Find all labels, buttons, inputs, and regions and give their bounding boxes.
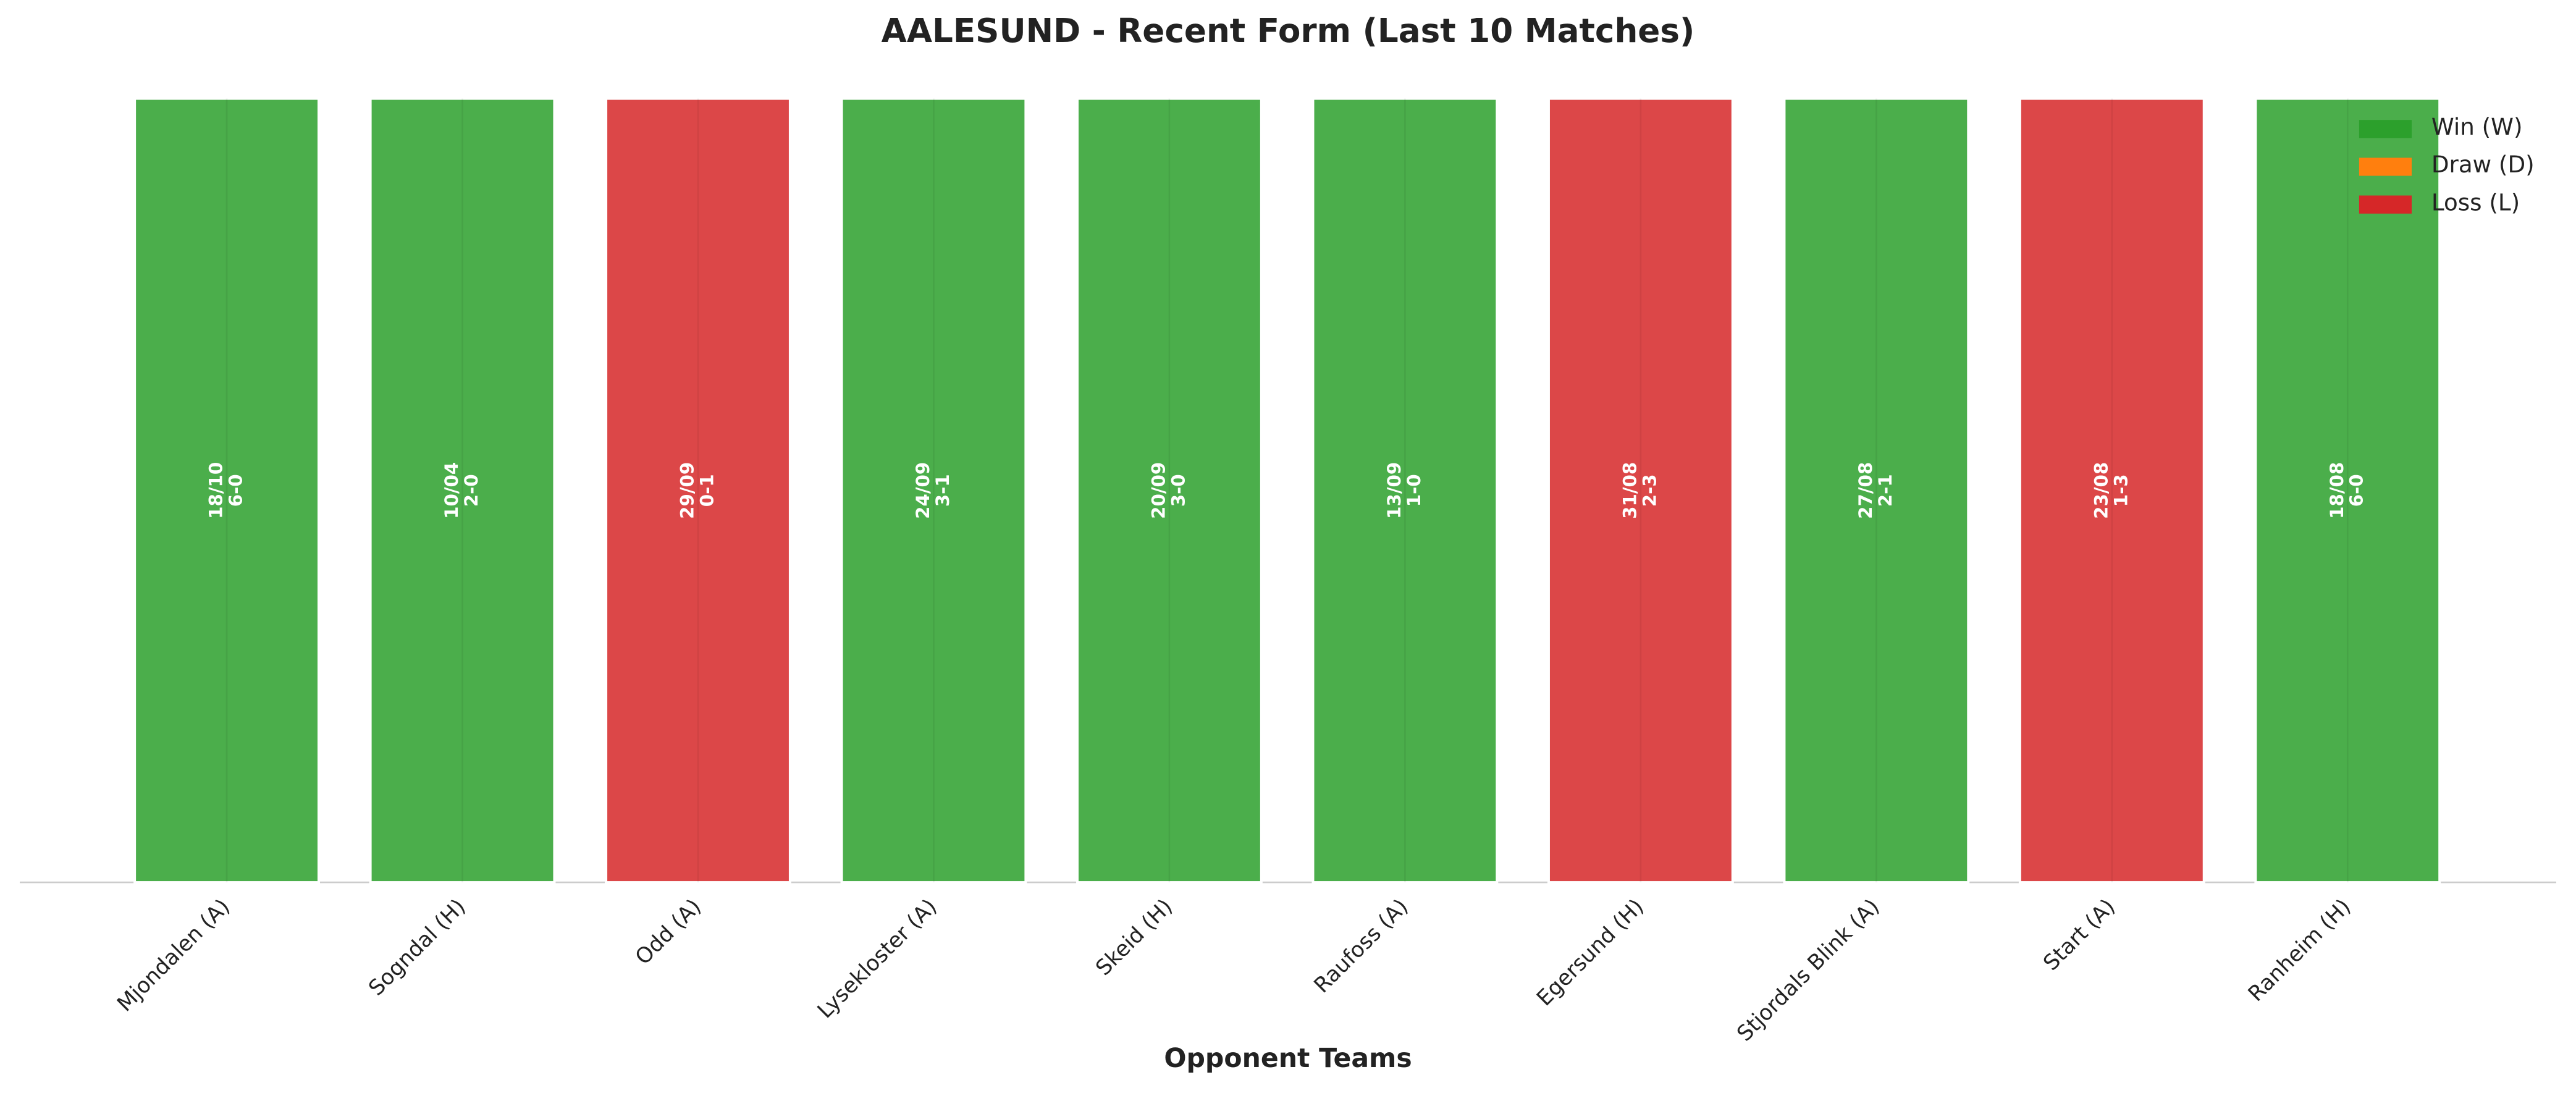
- x-tick-label: Stjordals Blink (A): [1732, 894, 1884, 1046]
- bar: [1783, 97, 1970, 884]
- x-tick-label: Sogndal (H): [364, 894, 470, 1000]
- bar-date-label: 23/08: [2090, 462, 2111, 519]
- bar-score-label: 2-0: [461, 474, 482, 507]
- bar-score-label: 0-1: [696, 474, 717, 507]
- bar-date-label: 24/09: [912, 462, 933, 519]
- x-tick-label: Lysekloster (A): [813, 894, 942, 1023]
- bar: [605, 97, 791, 884]
- x-tick-label: Ranheim (H): [2244, 894, 2356, 1006]
- bar-date-label: 31/08: [1619, 462, 1640, 519]
- x-tick-label: Mjondalen (A): [112, 894, 235, 1016]
- bar: [369, 97, 556, 884]
- bar-score-label: 1-0: [1404, 474, 1425, 507]
- legend-swatch: [2359, 158, 2412, 176]
- legend-label: Win (W): [2431, 113, 2523, 140]
- legend-label: Loss (L): [2431, 188, 2520, 216]
- bar: [133, 97, 320, 884]
- bar-score-label: 3-1: [932, 474, 953, 507]
- bar-date-label: 18/10: [206, 462, 227, 519]
- legend-swatch: [2359, 195, 2412, 214]
- x-axis-title: Opponent Teams: [1164, 1044, 1412, 1074]
- bar-score-label: 1-3: [2110, 474, 2131, 507]
- bar: [840, 97, 1027, 884]
- bar-score-label: 2-3: [1639, 474, 1660, 507]
- bar: [2254, 97, 2441, 884]
- x-tick-label: Egersund (H): [1532, 894, 1649, 1011]
- bar: [1547, 97, 1734, 884]
- bar-date-label: 29/09: [677, 462, 698, 519]
- x-tick-label: Start (A): [2039, 894, 2120, 976]
- bar-date-label: 27/08: [1855, 462, 1876, 519]
- bar: [2018, 97, 2205, 884]
- bar-date-label: 13/09: [1384, 462, 1405, 519]
- x-tick-label: Skeid (H): [1091, 894, 1177, 981]
- bar-score-label: 3-0: [1168, 474, 1189, 507]
- bar-score-label: 6-0: [2346, 474, 2367, 507]
- legend-label: Draw (D): [2431, 151, 2535, 178]
- bar-date-label: 10/04: [441, 462, 462, 519]
- bar-date-label: 20/09: [1148, 462, 1169, 519]
- bar: [1311, 97, 1499, 884]
- x-tick-label: Odd (A): [631, 894, 706, 969]
- bar: [1076, 97, 1263, 884]
- bar-score-label: 2-1: [1875, 474, 1896, 507]
- bar-date-label: 18/08: [2326, 462, 2347, 519]
- legend-swatch: [2359, 120, 2412, 138]
- bar-score-label: 6-0: [225, 474, 246, 507]
- x-tick-label: Raufoss (A): [1310, 894, 1413, 998]
- chart-title: AALESUND - Recent Form (Last 10 Matches): [882, 12, 1695, 50]
